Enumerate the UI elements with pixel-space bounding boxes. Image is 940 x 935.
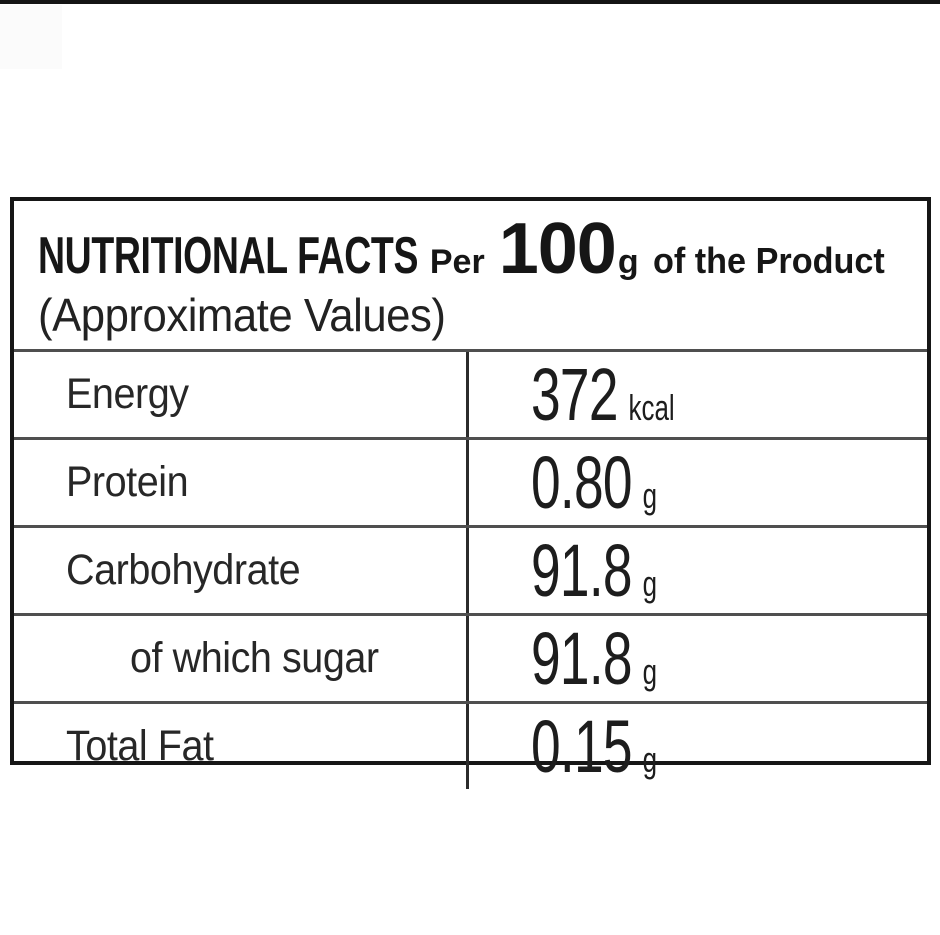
table-row-protein: Protein 0.80 g <box>14 437 927 525</box>
nutrient-label: Carbohydrate <box>66 546 301 594</box>
nutrient-value: 0.15 <box>531 705 633 788</box>
header-subtitle: (Approximate Values) <box>38 288 446 341</box>
table-row-sugar: of which sugar 91.8 g <box>14 613 927 701</box>
nutrient-value-group: 91.8 g <box>531 616 657 701</box>
header-title: NUTRITIONAL FACTS <box>38 227 419 285</box>
nutrient-label-cell: Energy <box>14 352 469 437</box>
nutrient-label: of which sugar <box>130 634 379 682</box>
nutrient-label-cell: Carbohydrate <box>14 528 469 613</box>
nutrient-value-cell: 91.8 g <box>469 528 927 613</box>
nutrient-value-cell: 0.80 g <box>469 440 927 525</box>
nutrient-value: 372 <box>531 353 618 436</box>
header-suffix: of the Product <box>652 240 885 281</box>
nutrient-label: Total Fat <box>66 722 214 770</box>
nutrient-unit: g <box>642 739 658 780</box>
nutrient-unit: g <box>642 475 658 516</box>
table-row-carbohydrate: Carbohydrate 91.8 g <box>14 525 927 613</box>
nutrient-value-group: 91.8 g <box>531 528 657 613</box>
table-row-energy: Energy 372 kcal <box>14 349 927 437</box>
table-header: NUTRITIONAL FACTS Per 100 g of the Produ… <box>14 201 927 349</box>
table-rows: Energy 372 kcal Protein 0.80 g <box>14 349 927 789</box>
nutrient-label-cell: Protein <box>14 440 469 525</box>
table-row-total-fat: Total Fat 0.15 g <box>14 701 927 789</box>
nutrient-value-cell: 372 kcal <box>469 352 927 437</box>
nutrient-unit: g <box>642 563 658 604</box>
per-label: Per <box>429 243 485 281</box>
nutrient-label: Energy <box>66 370 189 418</box>
nutrient-value-group: 0.80 g <box>531 440 657 525</box>
nutrient-value-group: 0.15 g <box>531 704 657 789</box>
nutrient-label-cell: of which sugar <box>14 616 469 701</box>
top-black-strip <box>0 0 940 4</box>
nutrition-facts-table: NUTRITIONAL FACTS Per 100 g of the Produ… <box>10 197 931 789</box>
nutrient-value-cell: 0.15 g <box>469 704 927 789</box>
nutrient-unit: kcal <box>628 387 675 428</box>
nutrient-value: 91.8 <box>531 529 633 612</box>
header-title-line: NUTRITIONAL FACTS Per 100 g of the Produ… <box>38 209 917 290</box>
nutrient-value-cell: 91.8 g <box>469 616 927 701</box>
nutrient-value: 91.8 <box>531 617 633 700</box>
serving-size-unit: g <box>617 243 639 281</box>
nutrient-label-cell: Total Fat <box>14 704 469 789</box>
corner-watermark <box>0 5 62 69</box>
nutrient-label: Protein <box>66 458 189 506</box>
nutrient-value: 0.80 <box>531 441 633 524</box>
nutrient-value-group: 372 kcal <box>531 352 675 437</box>
serving-size: 100 <box>498 209 617 289</box>
nutrient-unit: g <box>642 651 658 692</box>
